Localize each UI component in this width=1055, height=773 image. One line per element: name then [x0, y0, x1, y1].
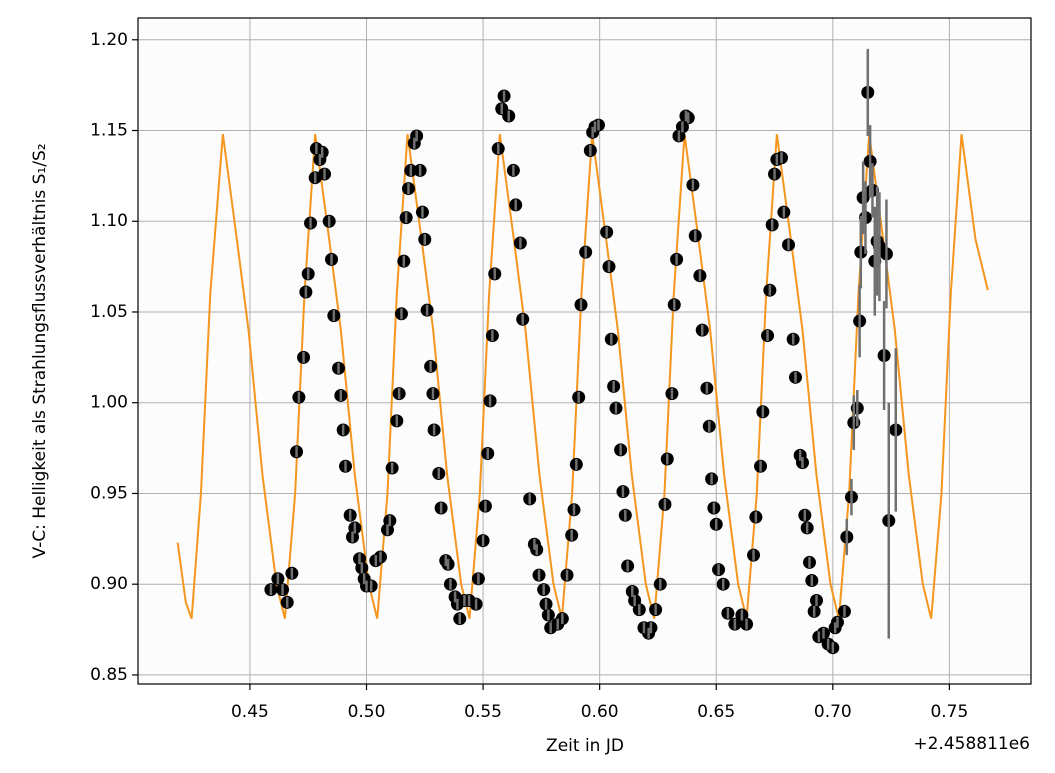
- x-tick-label: 0.75: [930, 702, 968, 722]
- y-tick-label: 0.85: [90, 665, 128, 685]
- x-axis-label: Zeit in JD: [546, 736, 624, 756]
- x-tick-label: 0.60: [581, 702, 619, 722]
- y-axis-label: V-C: Helligkeit als Strahlungsflussverhä…: [30, 143, 50, 558]
- x-tick-label: 0.50: [348, 702, 386, 722]
- y-tick-label: 1.10: [90, 211, 128, 231]
- y-tick-label: 1.00: [90, 393, 128, 413]
- x-tick-label: 0.70: [814, 702, 852, 722]
- x-tick-label: 0.65: [697, 702, 735, 722]
- x-tick-label: 0.45: [231, 702, 269, 722]
- axes-frame: [137, 17, 1032, 685]
- y-tick-label: 1.15: [90, 121, 128, 141]
- y-tick-label: 1.05: [90, 302, 128, 322]
- x-tick-label: 0.55: [464, 702, 502, 722]
- y-tick-label: 1.20: [90, 30, 128, 50]
- y-tick-label: 0.90: [90, 574, 128, 594]
- y-tick-label: 0.95: [90, 483, 128, 503]
- offset-label: +2.458811e6: [913, 734, 1030, 754]
